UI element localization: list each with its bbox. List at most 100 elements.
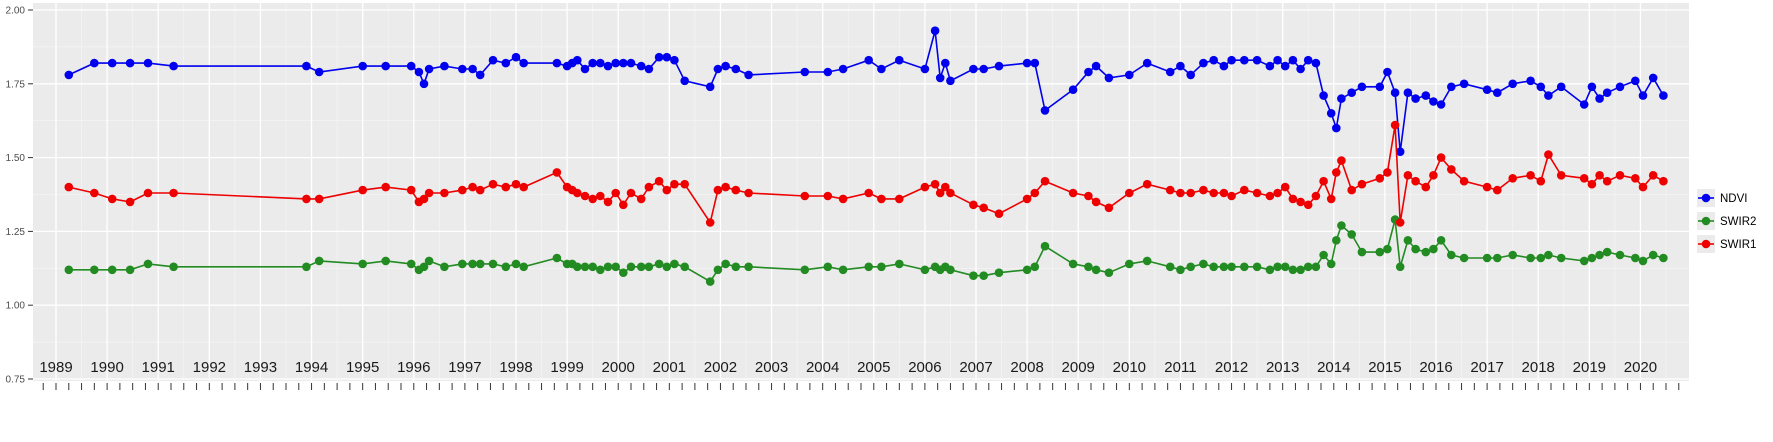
data-point: [1165, 262, 1175, 272]
data-point: [501, 182, 511, 192]
data-point: [1332, 123, 1341, 133]
data-point: [920, 265, 930, 275]
data-point: [1403, 236, 1413, 245]
data-point: [644, 262, 654, 272]
data-point: [588, 194, 597, 204]
data-point: [1273, 188, 1282, 198]
data-point: [406, 61, 416, 71]
data-point: [475, 259, 485, 269]
data-point: [1273, 262, 1282, 272]
data-point: [596, 265, 605, 275]
data-point: [1436, 100, 1446, 109]
data-point: [519, 262, 528, 272]
data-point: [1252, 262, 1262, 272]
data-point: [930, 26, 940, 35]
data-point: [1357, 247, 1367, 257]
data-point: [1186, 262, 1195, 272]
data-point: [440, 188, 449, 198]
data-point: [654, 176, 664, 186]
data-point: [895, 55, 904, 65]
x-axis-label: 2020: [1624, 359, 1657, 376]
data-point: [670, 179, 679, 189]
data-point: [552, 168, 562, 177]
data-point: [358, 259, 368, 269]
legend-label: SWIR2: [1720, 216, 1756, 228]
data-point: [573, 262, 582, 272]
data-point: [1288, 194, 1298, 204]
data-point: [941, 182, 950, 192]
data-point: [90, 265, 99, 275]
data-point: [1403, 171, 1413, 180]
data-point: [125, 58, 135, 68]
data-point: [90, 188, 99, 198]
data-point: [1104, 268, 1114, 278]
data-point: [864, 55, 873, 65]
data-point: [994, 61, 1004, 71]
data-point: [406, 185, 416, 195]
data-point: [1084, 262, 1093, 272]
data-point: [946, 188, 955, 198]
data-point: [1326, 194, 1336, 204]
data-point: [419, 194, 429, 204]
data-point: [488, 259, 498, 269]
data-point: [994, 209, 1004, 218]
data-point: [823, 262, 833, 272]
x-axis-label: 2014: [1317, 359, 1350, 376]
data-point: [1326, 109, 1336, 118]
legend: NDVI SWIR2 SWIR1: [1697, 189, 1756, 253]
data-point: [1199, 185, 1208, 195]
data-point: [1459, 253, 1469, 263]
x-axis-label: 2005: [857, 359, 890, 376]
data-point: [1602, 176, 1612, 186]
data-point: [143, 259, 153, 269]
data-point: [1631, 174, 1640, 183]
data-point: [713, 185, 723, 195]
data-point: [1265, 61, 1275, 71]
data-point: [1648, 171, 1658, 180]
series-points-swir2: [64, 215, 1668, 286]
data-point: [654, 259, 664, 269]
data-point: [1526, 253, 1535, 263]
x-axis-label: 1992: [193, 359, 226, 376]
data-point: [1125, 188, 1134, 198]
data-point: [358, 185, 368, 195]
data-point: [1227, 262, 1236, 272]
data-point: [1084, 191, 1093, 201]
data-point: [1125, 259, 1134, 269]
data-point: [107, 58, 117, 68]
data-point: [1091, 61, 1101, 71]
data-point: [1459, 79, 1469, 89]
data-point: [877, 64, 886, 74]
data-point: [705, 218, 715, 227]
data-point: [1068, 259, 1078, 269]
data-point: [588, 58, 597, 68]
x-axis-label: 1997: [448, 359, 481, 376]
data-point: [1579, 174, 1589, 183]
x-axis-label: 1991: [142, 359, 175, 376]
data-point: [169, 188, 178, 198]
x-axis-label: 1999: [550, 359, 583, 376]
data-point: [1337, 94, 1346, 103]
x-axis-label: 2000: [602, 359, 635, 376]
data-point: [1040, 241, 1050, 251]
series-points-swir1: [64, 120, 1668, 227]
data-point: [458, 64, 467, 74]
data-point: [314, 67, 324, 77]
data-point: [143, 58, 153, 68]
data-point: [662, 262, 672, 272]
data-point: [1421, 91, 1431, 100]
data-point: [1319, 176, 1328, 186]
data-point: [935, 73, 945, 83]
data-point: [1447, 250, 1456, 260]
data-point: [713, 64, 723, 74]
data-point: [1337, 221, 1346, 230]
data-point: [705, 82, 715, 92]
data-point: [1556, 253, 1566, 263]
data-point: [619, 268, 628, 278]
data-point: [1403, 88, 1413, 97]
data-point: [1280, 182, 1290, 192]
data-point: [603, 197, 613, 207]
data-point: [619, 200, 628, 210]
data-point: [969, 200, 978, 210]
data-point: [1411, 94, 1420, 103]
